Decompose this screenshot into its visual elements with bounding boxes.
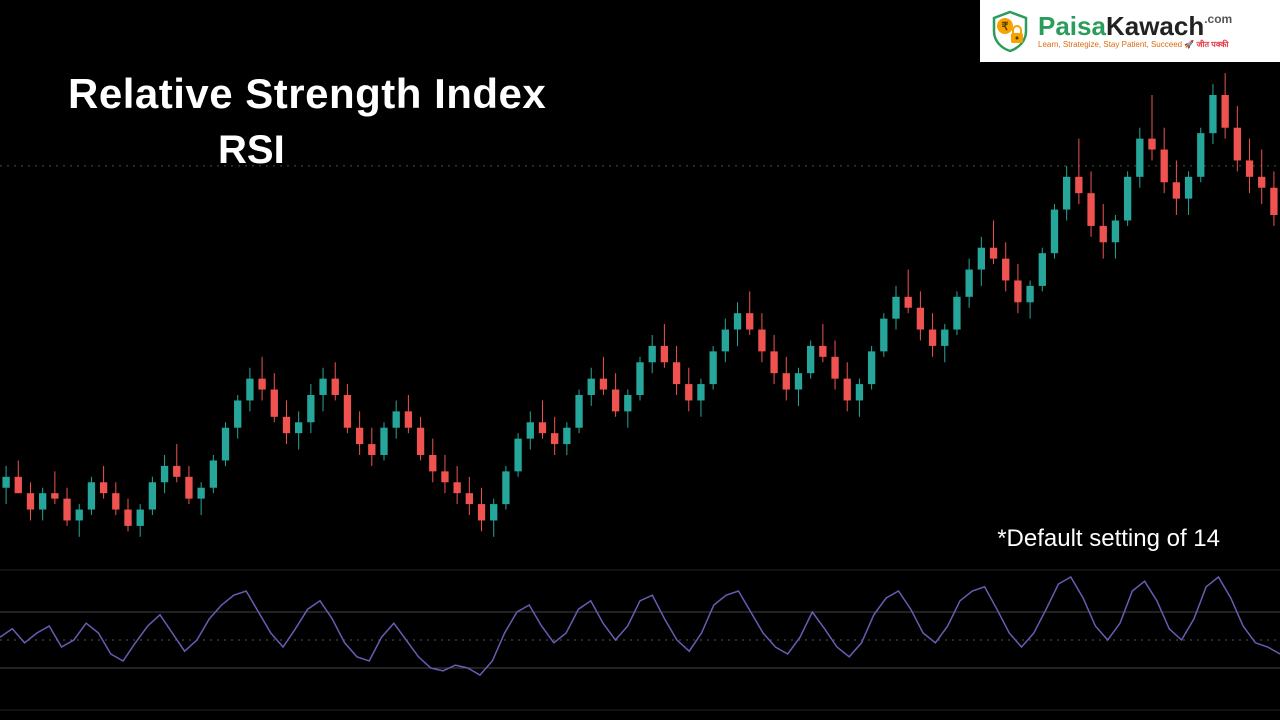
brand-logo: ₹ PaisaKawach.com Learn, Strategize, Sta…	[980, 0, 1280, 62]
chart-subtitle: RSI	[218, 128, 285, 173]
shield-icon: ₹	[988, 9, 1032, 53]
svg-text:₹: ₹	[1002, 21, 1009, 33]
brand-wordmark: PaisaKawach.com	[1038, 13, 1232, 39]
chart-footnote: *Default setting of 14	[997, 525, 1220, 553]
brand-tagline: Learn, Strategize, Stay Patient, Succeed…	[1038, 41, 1232, 49]
chart-title: Relative Strength Index	[68, 70, 546, 118]
